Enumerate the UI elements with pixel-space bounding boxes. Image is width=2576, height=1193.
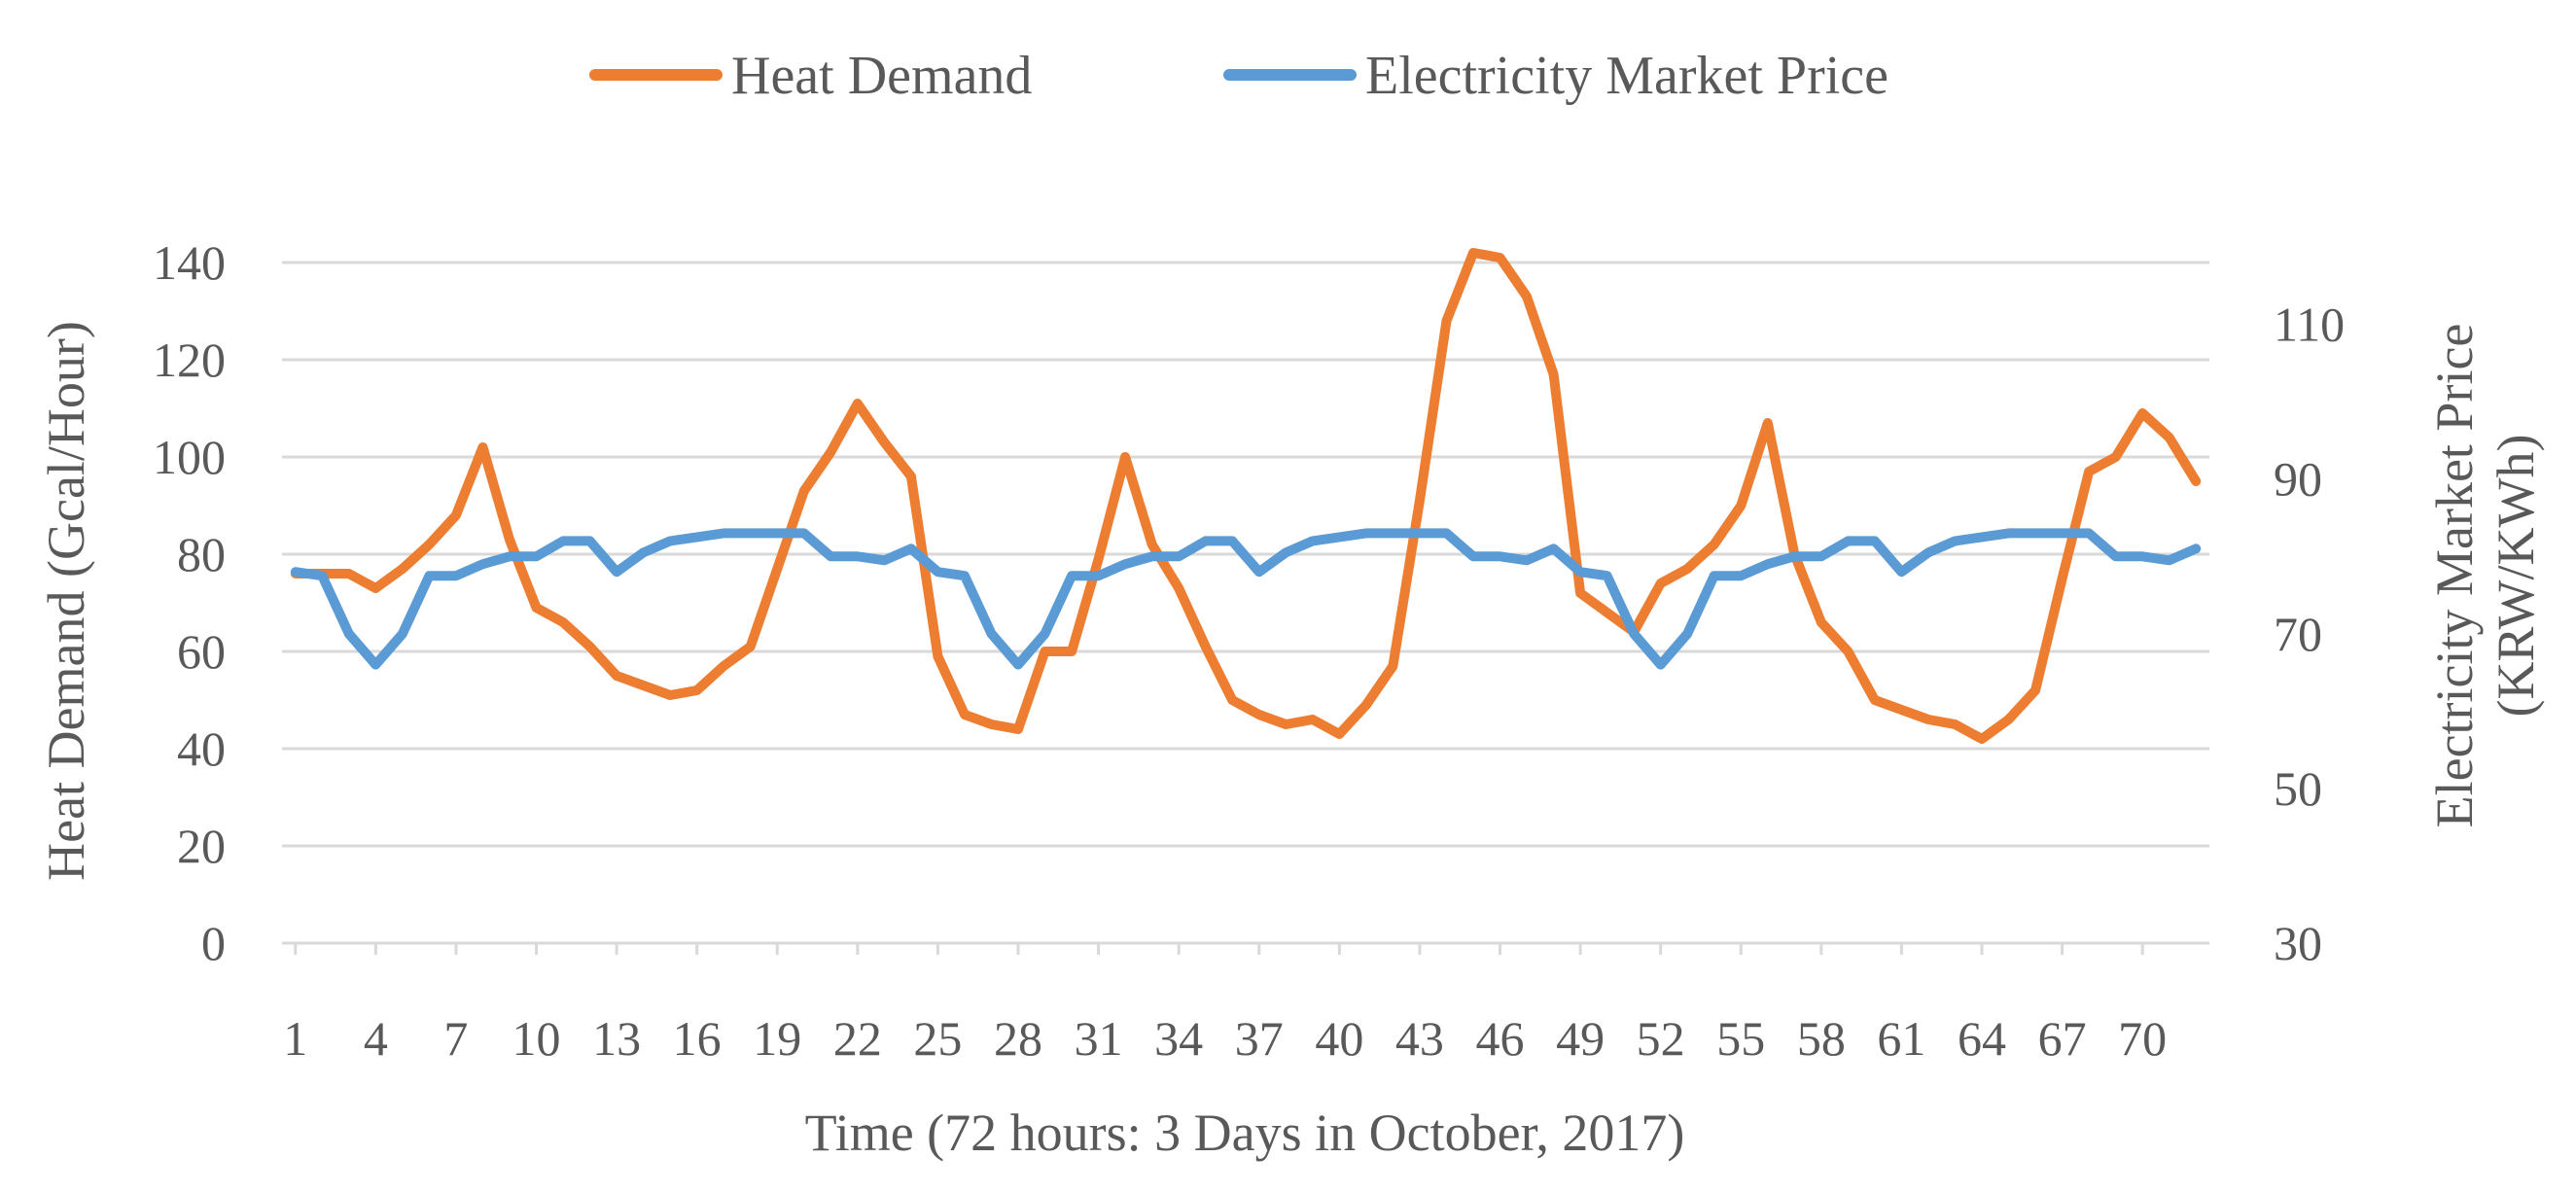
y2-tick-label: 110 [2274,298,2345,352]
x-tick-label: 52 [1637,1011,1685,1066]
x-tick-label: 31 [1075,1011,1123,1066]
x-tick-label: 1 [283,1011,307,1066]
y-tick-label: 140 [153,235,226,290]
y-axis-left: 0 20 40 60 80 100 120 140 [153,235,226,970]
x-tick-label: 34 [1154,1011,1203,1066]
x-tick-label: 70 [2118,1011,2167,1066]
series-line-heat-demand [290,248,2202,744]
x-tick-label: 25 [913,1011,962,1066]
x-tick-label: 22 [833,1011,882,1066]
x-tick-label: 10 [512,1011,561,1066]
x-tick-label: 46 [1476,1011,1525,1066]
x-tick-label: 37 [1235,1011,1284,1066]
y2-tick-label: 30 [2274,916,2322,970]
x-tick-label: 55 [1716,1011,1765,1066]
y-tick-label: 120 [153,333,226,387]
y2-axis-title-line1: Electricity Market Price [2425,324,2484,828]
y-axis-title: Heat Demand (Gcal/Hour) [37,321,95,881]
x-axis: 1 4 7 10 13 16 19 22 25 28 31 34 37 40 43 46 49 52 55 58 61 6… [283,943,2167,1066]
y2-tick-label: 70 [2274,607,2322,661]
y2-tick-label: 90 [2274,452,2322,507]
y2-tick-label: 50 [2274,761,2322,816]
legend-label-electricity-market-price: Electricity Market Price [1365,46,1888,106]
y2-axis-title-line2: (KRW/KWh) [2487,435,2545,718]
y-tick-label: 60 [177,624,226,679]
x-tick-label: 49 [1556,1011,1605,1066]
x-tick-label: 58 [1797,1011,1846,1066]
x-tick-label: 61 [1877,1011,1925,1066]
y-tick-label: 100 [153,430,226,484]
y-tick-label: 0 [201,916,226,970]
plot-area [290,248,2202,744]
x-tick-label: 13 [592,1011,641,1066]
x-tick-label: 40 [1315,1011,1363,1066]
x-tick-label: 16 [673,1011,722,1066]
x-tick-label: 28 [994,1011,1042,1066]
x-tick-label: 7 [443,1011,468,1066]
series-line-electricity-market-price [290,528,2202,670]
x-tick-label: 67 [2038,1011,2087,1066]
y-tick-label: 40 [177,721,226,776]
x-tick-label: 19 [753,1011,801,1066]
x-axis-title: Time (72 hours: 3 Days in October, 2017) [805,1104,1685,1162]
y-tick-label: 80 [177,527,226,581]
x-tick-label: 43 [1395,1011,1444,1066]
y-axis-right: 30 50 70 90 110 [2274,298,2345,970]
x-tick-label: 64 [1958,1011,2006,1066]
legend-label-heat-demand: Heat Demand [731,46,1032,106]
legend: Heat Demand Electricity Market Price [589,46,1888,106]
y-tick-label: 20 [177,819,226,873]
x-tick-label: 4 [364,1011,388,1066]
